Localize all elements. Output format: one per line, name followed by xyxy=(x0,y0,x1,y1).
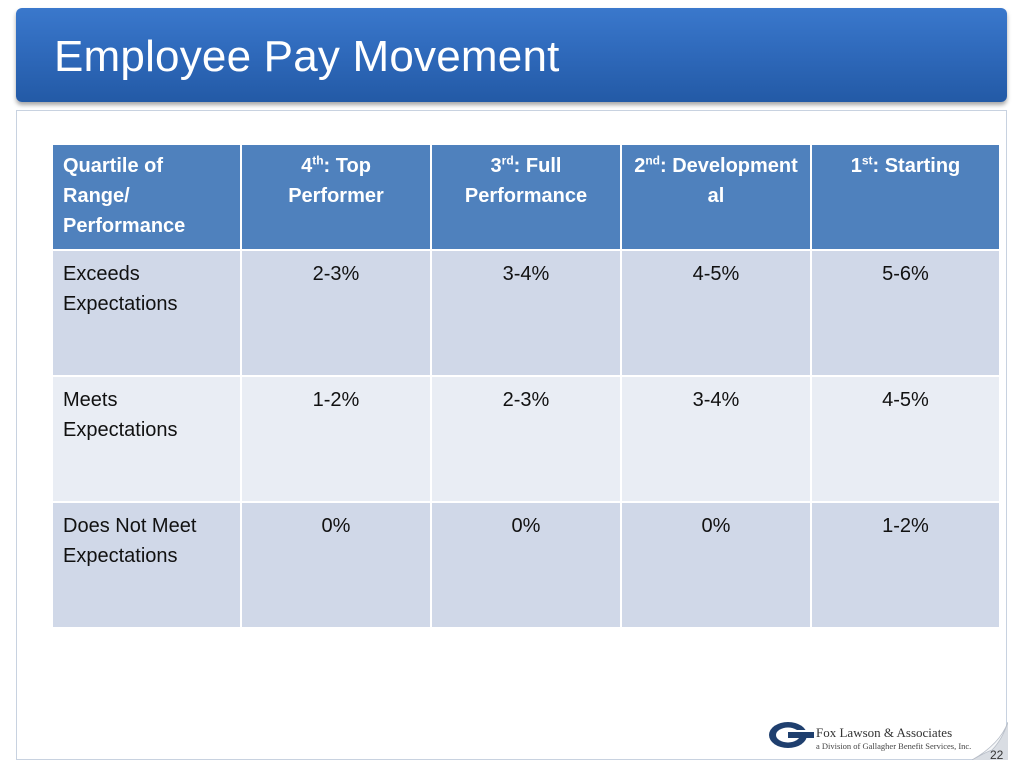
logo-division: a Division of Gallagher Benefit Services… xyxy=(816,741,972,751)
table-cell: 0% xyxy=(430,501,622,629)
header-col-4-sup: st xyxy=(861,153,873,168)
header-col-3-sup: nd xyxy=(645,153,660,168)
table-cell: 5-6% xyxy=(810,249,1001,377)
header-quartile-label: Quartile of Range/ Performance xyxy=(63,155,186,237)
row-label: Meets Expectations xyxy=(51,375,242,503)
header-col-2-text: : Full Performance xyxy=(464,155,588,207)
row-label: Exceeds Expectations xyxy=(51,249,242,377)
table-cell: 1-2% xyxy=(810,501,1001,629)
header-col-1-sup: th xyxy=(312,153,324,168)
slide-title: Employee Pay Movement xyxy=(54,32,560,81)
table-row: Exceeds Expectations 2-3% 3-4% 4-5% 5-6% xyxy=(51,249,1001,377)
header-col-1: 4th: Top Performer xyxy=(240,143,432,251)
table-row: Meets Expectations 1-2% 2-3% 3-4% 4-5% xyxy=(51,375,1001,503)
header-quartile: Quartile of Range/ Performance xyxy=(51,143,242,251)
page-curl-icon xyxy=(972,722,1008,760)
header-col-4-text: : Starting xyxy=(872,155,961,177)
table-cell: 4-5% xyxy=(810,375,1001,503)
pay-movement-table: Quartile of Range/ Performance 4th: Top … xyxy=(51,143,1001,629)
table-cell: 4-5% xyxy=(620,249,812,377)
header-col-1-text: : Top Performer xyxy=(288,155,384,207)
table-cell: 2-3% xyxy=(240,249,432,377)
header-col-3-num: 2 xyxy=(634,155,646,177)
table-cell: 3-4% xyxy=(430,249,622,377)
header-col-2-num: 3 xyxy=(490,155,502,177)
title-bar: Employee Pay Movement xyxy=(16,8,1007,102)
header-col-3-text: : Development al xyxy=(659,155,798,207)
table-cell: 3-4% xyxy=(620,375,812,503)
header-col-3: 2nd: Development al xyxy=(620,143,812,251)
table-cell: 2-3% xyxy=(430,375,622,503)
logo-company-name: Fox Lawson & Associates xyxy=(816,725,953,740)
company-logo: Fox Lawson & Associates a Division of Ga… xyxy=(768,718,978,754)
table-header-row: Quartile of Range/ Performance 4th: Top … xyxy=(51,143,1001,251)
table-cell: 0% xyxy=(620,501,812,629)
page-number: 22 xyxy=(990,748,1004,762)
header-col-1-num: 4 xyxy=(301,155,313,177)
header-col-4: 1st: Starting xyxy=(810,143,1001,251)
header-col-2: 3rd: Full Performance xyxy=(430,143,622,251)
table-row: Does Not Meet Expectations 0% 0% 0% 1-2% xyxy=(51,501,1001,629)
table-cell: 1-2% xyxy=(240,375,432,503)
fox-lawson-logo-mark-icon xyxy=(769,722,814,748)
table-cell: 0% xyxy=(240,501,432,629)
row-label: Does Not Meet Expectations xyxy=(51,501,242,629)
header-col-2-sup: rd xyxy=(501,153,514,168)
header-col-4-num: 1 xyxy=(850,155,862,177)
